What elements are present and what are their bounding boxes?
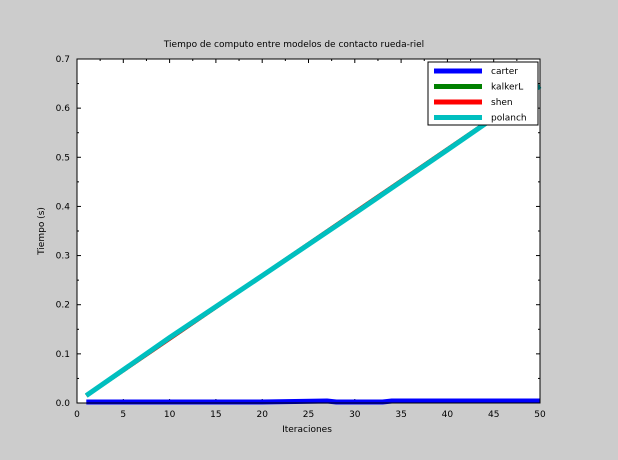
series-line-polanch bbox=[84, 83, 542, 398]
x-tick-label: 45 bbox=[488, 410, 499, 420]
y-tick-label: 0.0 bbox=[56, 399, 71, 409]
x-tick-label: 40 bbox=[442, 410, 454, 420]
y-axis-label: Tiempo (s) bbox=[37, 207, 47, 256]
y-tick-label: 0.2 bbox=[56, 301, 70, 311]
plot-frame bbox=[76, 58, 541, 404]
y-tick-label: 0.1 bbox=[56, 350, 70, 360]
y-tick-label: 0.6 bbox=[56, 104, 71, 114]
x-tick-label: 35 bbox=[395, 410, 406, 420]
x-tick-label: 30 bbox=[349, 410, 361, 420]
x-tick-label: 25 bbox=[303, 410, 314, 420]
legend-label-shen: shen bbox=[491, 98, 513, 108]
series-group bbox=[84, 83, 542, 405]
x-axis-label: Iteraciones bbox=[282, 425, 332, 435]
legend-label-polanch: polanch bbox=[491, 114, 527, 124]
y-tick-label: 0.7 bbox=[56, 55, 70, 65]
legend-label-carter: carter bbox=[491, 67, 518, 77]
x-tick-label: 5 bbox=[120, 410, 126, 420]
x-tick-label: 0 bbox=[74, 410, 80, 420]
series-line-carter bbox=[86, 398, 540, 405]
legend-label-kalkerL: kalkerL bbox=[491, 83, 523, 93]
y-tick-label: 0.4 bbox=[56, 202, 71, 212]
x-tick-label: 10 bbox=[164, 410, 176, 420]
y-tick-label: 0.3 bbox=[56, 252, 70, 262]
x-tick-label: 20 bbox=[256, 410, 268, 420]
chart-title: Tiempo de computo entre modelos de conta… bbox=[163, 40, 424, 50]
x-tick-label: 15 bbox=[210, 410, 221, 420]
y-tick-label: 0.5 bbox=[56, 153, 70, 163]
x-tick-label: 50 bbox=[534, 410, 546, 420]
legend: carter kalkerL shen polanch bbox=[427, 61, 539, 126]
